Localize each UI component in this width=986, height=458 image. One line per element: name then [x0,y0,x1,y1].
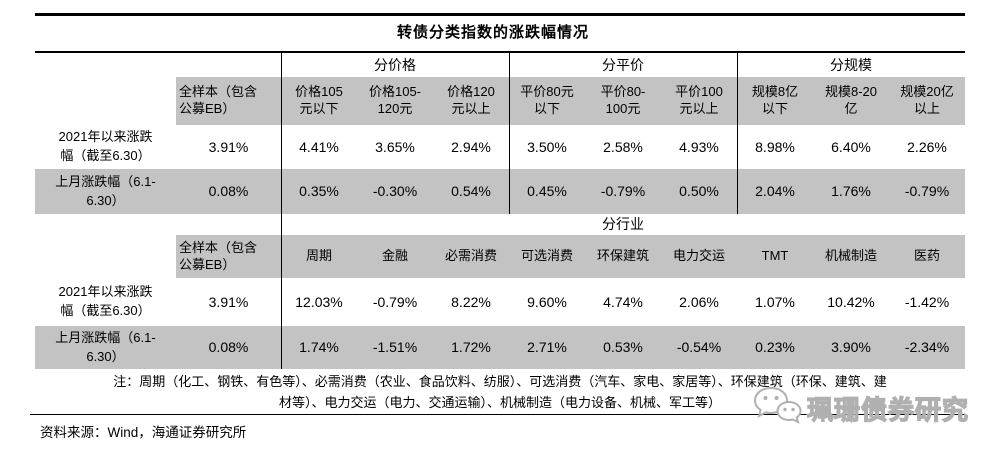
wechat-icon [752,385,802,432]
table-cell: 10.42% [827,293,875,310]
table-cell: 0.08% [176,326,281,369]
table-cell: 8.98% [755,138,795,155]
column-header: 平价80- 100元 [585,77,661,125]
column-header: 电力交运 [661,235,737,278]
table-section-price-parity-scale: 分价格 分平价 分规模 全样本（包含 公募EB） 价格105 元以下 价格105… [35,53,965,214]
table-cell: 1.07% [755,293,795,310]
column-header: 环保建筑 [585,235,661,278]
row-label-last-month: 上月涨跌幅（6.1- 6.30） [35,169,176,214]
table-cell: 0.53% [585,326,661,369]
table-cell: 2.94% [451,138,491,155]
column-divider [737,53,738,214]
table-section-industry: 分行业 全样本（包含 公募EB） 周期 金融 必需消费 可选消费 环保建筑 电力… [35,214,965,369]
row-label-ytd: 2021年以来涨跌 幅（截至6.30） [58,284,153,318]
group-header-scale: 分规模 [830,56,872,73]
column-header: TMT [737,235,813,278]
column-divider [281,214,282,369]
column-header: 机械制造 [813,235,889,278]
table-cell: 6.40% [831,138,871,155]
table-cell: 2.04% [737,169,813,214]
table-cell: 9.60% [527,293,567,310]
column-header-full-sample: 全样本（包含 公募EB） [176,235,281,278]
spacer-cell [176,53,281,77]
column-header: 规模8-20 亿 [813,77,889,125]
column-header: 价格105 元以下 [281,77,357,125]
group-header-parity: 分平价 [602,56,644,73]
column-header: 价格105- 120元 [357,77,433,125]
table-cell: -0.79% [585,169,661,214]
table-cell: -0.79% [889,169,965,214]
table-cell: -2.34% [889,326,965,369]
table-cell: 2.58% [603,138,643,155]
column-header: 平价80元 以下 [509,77,585,125]
table-cell: 0.54% [433,169,509,214]
watermark: 珮珊债券研究 [752,385,969,432]
column-header: 医药 [889,235,965,278]
table-cell: 4.41% [299,138,339,155]
column-header: 价格120 元以上 [433,77,509,125]
table-cell: -0.30% [357,169,433,214]
column-header-full-sample: 全样本（包含 公募EB） [176,77,281,125]
title-rule [35,51,965,53]
top-rule [35,13,965,16]
column-header: 可选消费 [509,235,585,278]
row-label-ytd: 2021年以来涨跌 幅（截至6.30） [58,129,153,163]
table-cell: 3.65% [375,138,415,155]
column-header: 平价100 元以上 [661,77,737,125]
table-cell: 3.91% [208,138,249,155]
table-cell: 2.26% [907,138,947,155]
table-cell: 12.03% [295,293,343,310]
column-header: 必需消费 [433,235,509,278]
spacer-cell [35,214,176,235]
watermark-text: 珮珊债券研究 [806,394,970,425]
table-title: 转债分类指数的涨跌幅情况 [396,24,589,41]
data-source: 资料来源：Wind，海通证券研究所 [40,425,247,440]
table-cell: -0.54% [661,326,737,369]
table-cell: 3.90% [813,326,889,369]
table-cell: -1.42% [904,293,950,310]
column-header: 周期 [281,235,357,278]
table-cell: 1.72% [433,326,509,369]
table-cell: -0.79% [372,293,418,310]
column-header: 金融 [357,235,433,278]
source-rule [30,414,965,415]
column-header: 规模8亿 以下 [737,77,813,125]
row-label-last-month: 上月涨跌幅（6.1- 6.30） [35,326,176,369]
table-cell: 8.22% [451,293,491,310]
table-cell: 0.08% [176,169,281,214]
table-cell: 1.76% [813,169,889,214]
table-cell: 0.35% [281,169,357,214]
table-cell: 0.45% [509,169,585,214]
table-cell: 1.74% [281,326,357,369]
group-header-price: 分价格 [374,56,416,73]
group-header-industry: 分行业 [602,216,644,233]
table-cell: -1.51% [357,326,433,369]
table-cell: 2.06% [679,293,719,310]
table-cell: 2.71% [509,326,585,369]
table-cell: 3.50% [527,138,567,155]
spacer-cell [35,235,176,278]
table-cell: 3.91% [208,293,249,310]
column-divider [509,53,510,214]
column-divider [281,53,282,214]
table-cell: 4.74% [603,293,643,310]
footnote: 注：周期（化工、钢铁、有色等）、必需消费（农业、食品饮料、纺服）、可选消费（汽车… [113,374,887,410]
table-cell: 0.50% [661,169,737,214]
spacer-cell [176,214,281,235]
table-cell: 0.23% [737,326,813,369]
table-cell: 4.93% [679,138,719,155]
spacer-cell [35,53,176,77]
spacer-cell [35,77,176,125]
column-header: 规模20亿 以上 [889,77,965,125]
